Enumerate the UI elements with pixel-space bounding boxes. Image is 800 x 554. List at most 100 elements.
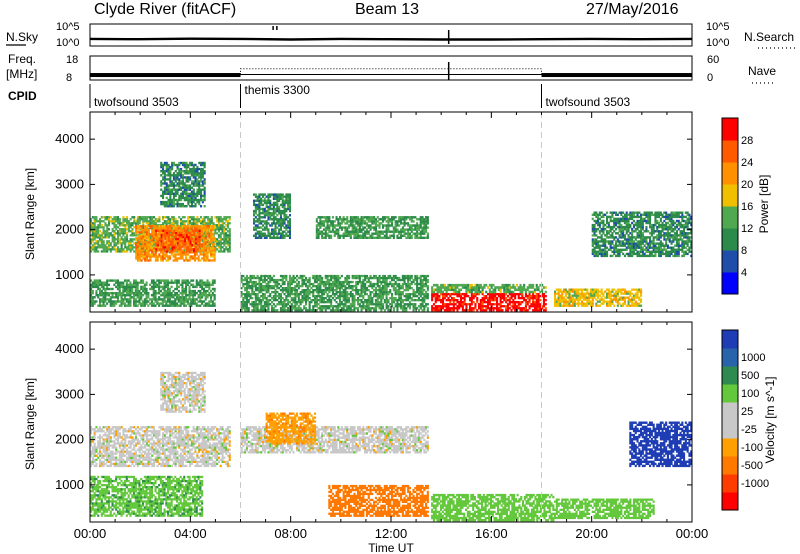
power-cell	[499, 295, 502, 298]
power-cell	[600, 221, 603, 225]
power-cell	[586, 296, 589, 299]
power-cell	[460, 295, 463, 298]
power-cell	[198, 188, 201, 191]
power-cell	[597, 219, 600, 223]
power-cell	[182, 244, 185, 247]
power-cell	[136, 235, 139, 238]
power-cell	[210, 289, 213, 293]
power-cell	[602, 230, 605, 233]
power-cell	[201, 296, 204, 299]
power-cell	[198, 186, 201, 189]
power-cell	[174, 174, 177, 177]
power-cell	[104, 289, 107, 293]
power-cell	[163, 304, 166, 307]
power-cell	[443, 286, 446, 289]
power-cell	[228, 238, 231, 241]
power-cell	[180, 239, 183, 243]
power-cell	[570, 288, 573, 291]
power-cell	[138, 289, 141, 293]
power-cell	[600, 228, 603, 231]
power-cell	[149, 233, 152, 236]
power-cell	[487, 303, 490, 306]
power-cell	[203, 220, 206, 223]
power-cell	[449, 283, 452, 287]
power-cell	[156, 259, 159, 262]
power-cell	[593, 223, 596, 227]
power-cell	[104, 281, 107, 284]
power-cell	[564, 290, 567, 293]
power-cell	[597, 215, 600, 219]
power-cell	[142, 294, 145, 297]
power-cell	[623, 238, 626, 241]
power-cell	[163, 216, 166, 219]
power-cell	[315, 224, 318, 227]
power-cell	[100, 242, 103, 245]
power-cell	[195, 253, 198, 256]
power-cell	[145, 296, 148, 299]
power-cell	[488, 283, 491, 287]
power-cell	[288, 222, 291, 225]
power-cell	[575, 298, 578, 301]
power-cell	[355, 236, 358, 239]
power-cell	[597, 292, 600, 295]
power-cell	[287, 216, 290, 219]
power-cell	[328, 224, 331, 227]
power-cell	[620, 234, 623, 237]
power-cell	[188, 229, 191, 232]
power-cell	[598, 240, 601, 243]
power-cell	[357, 220, 360, 223]
power-cell	[276, 220, 279, 223]
power-cell	[171, 237, 174, 241]
power-cell	[410, 224, 413, 227]
power-cell	[199, 296, 202, 299]
power-cell	[319, 222, 322, 225]
power-cell	[125, 292, 128, 295]
power-cell	[118, 222, 121, 225]
power-cell	[211, 243, 214, 246]
power-cell	[185, 167, 188, 171]
power-cell	[91, 248, 94, 251]
power-cell	[488, 299, 491, 302]
power-cell	[322, 222, 325, 225]
power-cell	[181, 163, 184, 167]
power-cell	[147, 239, 150, 242]
power-cell	[467, 309, 470, 312]
power-cell	[145, 255, 148, 258]
power-cell	[278, 222, 281, 225]
power-cell	[176, 281, 179, 284]
power-cell	[524, 293, 527, 296]
power-cell	[189, 250, 192, 253]
power-cell	[258, 232, 261, 235]
power-cell	[226, 244, 229, 247]
power-cell	[210, 283, 213, 286]
power-cell	[176, 298, 179, 301]
power-cell	[476, 286, 479, 289]
power-cell	[597, 240, 600, 243]
power-cell	[575, 288, 578, 291]
power-cell	[615, 248, 618, 251]
power-cell	[192, 225, 195, 228]
power-cell	[607, 225, 610, 229]
power-cell	[265, 212, 268, 215]
power-cell	[113, 279, 116, 282]
power-cell	[602, 240, 605, 243]
power-cell	[452, 286, 455, 289]
power-cell	[253, 222, 256, 225]
power-cell	[176, 248, 179, 251]
power-cell	[133, 250, 136, 253]
power-cell	[283, 195, 286, 198]
power-cell	[183, 186, 186, 189]
power-cell	[620, 213, 623, 216]
power-cell	[604, 234, 607, 237]
power-cell	[122, 218, 125, 221]
power-cell	[160, 225, 163, 228]
power-cell	[623, 213, 626, 216]
power-cell	[374, 224, 377, 227]
power-cell	[97, 296, 100, 299]
power-cell	[535, 299, 538, 302]
power-cell	[595, 213, 598, 216]
power-cell	[506, 307, 509, 310]
power-cell	[201, 247, 204, 250]
power-cell	[499, 290, 502, 294]
power-cell	[335, 218, 338, 221]
